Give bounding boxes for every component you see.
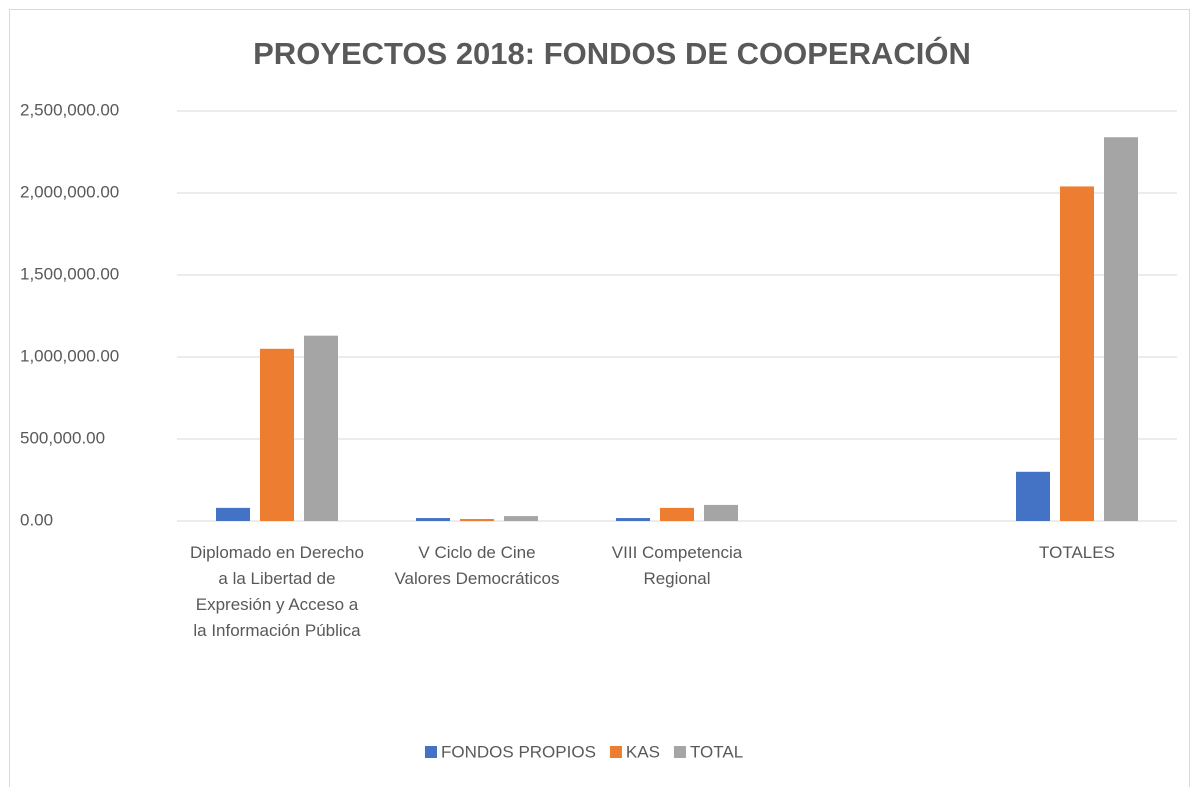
bar (704, 504, 738, 521)
legend-label: FONDOS PROPIOS (441, 742, 596, 761)
bar (1016, 471, 1050, 521)
x-tick-label: VIII Competencia Regional (611, 543, 743, 588)
legend-label: TOTAL (690, 742, 743, 761)
bar (504, 516, 538, 521)
y-tick-label: 2,000,000.00 (20, 182, 119, 201)
chart-title: PROYECTOS 2018: FONDOS DE COOPERACIÓN (253, 35, 971, 71)
x-tick-label: Diplomado en Derecho a la Libertad de Ex… (190, 543, 364, 640)
y-tick-label: 2,500,000.00 (20, 100, 119, 119)
bar (616, 518, 650, 521)
bar (416, 518, 450, 521)
bar (304, 335, 338, 521)
y-tick-label: 500,000.00 (20, 428, 105, 447)
legend-swatch (425, 746, 437, 758)
y-tick-label: 0.00 (20, 510, 53, 529)
bar (460, 519, 494, 521)
x-tick-label: V Ciclo de Cine Valores Democráticos (394, 543, 560, 588)
legend-swatch (673, 746, 686, 758)
chart-border (9, 9, 1190, 787)
bar (660, 507, 694, 521)
x-tick-label: TOTALES (1039, 543, 1115, 562)
bar (216, 507, 250, 521)
bar (1104, 137, 1138, 522)
legend-swatch (609, 746, 622, 758)
y-tick-label: 1,500,000.00 (20, 264, 119, 283)
legend-label: KAS (626, 742, 660, 761)
bar (260, 348, 294, 521)
bar (1060, 186, 1094, 521)
y-tick-label: 1,000,000.00 (20, 346, 119, 365)
